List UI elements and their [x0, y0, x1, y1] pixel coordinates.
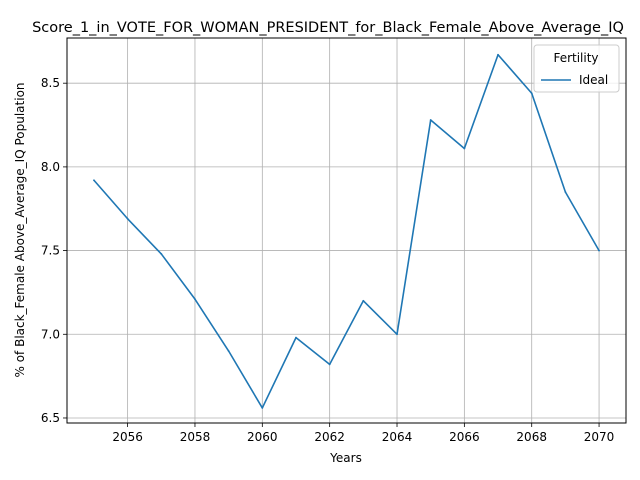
data-point	[295, 336, 297, 339]
data-point	[160, 253, 163, 255]
series-layer	[93, 53, 600, 409]
data-point	[396, 333, 398, 336]
x-tick-label: 2068	[516, 430, 547, 444]
x-tick-label: 2066	[449, 430, 480, 444]
legend: Fertility Ideal	[533, 44, 620, 93]
x-tick-label: 2056	[112, 430, 143, 444]
y-tick-label: 7.0	[41, 327, 60, 341]
data-point	[93, 179, 95, 182]
legend-label-ideal: Ideal	[579, 73, 608, 87]
series-line-ideal	[93, 53, 600, 409]
x-tick-label: 2062	[314, 430, 345, 444]
y-tick-label: 8.5	[41, 76, 60, 90]
data-point	[429, 119, 432, 121]
grid	[67, 38, 626, 423]
x-tick-label: 2060	[247, 430, 278, 444]
data-point	[463, 147, 466, 150]
legend-title: Fertility	[553, 51, 598, 65]
y-tick-label: 8.0	[41, 160, 60, 174]
data-point	[362, 299, 365, 302]
y-tick-label: 7.5	[41, 244, 60, 258]
data-point	[328, 363, 331, 366]
chart-title: Score_1_in_VOTE_FOR_WOMAN_PRESIDENT_for_…	[32, 20, 624, 36]
plot-frame	[66, 37, 627, 424]
x-tick-label: 2070	[584, 430, 615, 444]
y-axis-label: % of Black_Female Above_Average_IQ Popul…	[13, 82, 27, 377]
x-axis-label: Years	[329, 451, 362, 465]
data-point	[530, 92, 533, 95]
data-point	[497, 53, 499, 56]
data-point	[261, 407, 264, 409]
data-point	[227, 350, 230, 352]
data-point	[126, 217, 129, 220]
y-tick-label: 6.5	[41, 411, 60, 425]
data-point	[598, 249, 600, 252]
x-tick-label: 2058	[180, 430, 211, 444]
axis-ticks: 2056 2058 2060 2062 2064 2066 2068 2070 6.5 7.0 7.…	[41, 76, 614, 444]
x-tick-label: 2064	[382, 430, 413, 444]
data-point	[564, 191, 567, 193]
data-point	[194, 298, 196, 301]
